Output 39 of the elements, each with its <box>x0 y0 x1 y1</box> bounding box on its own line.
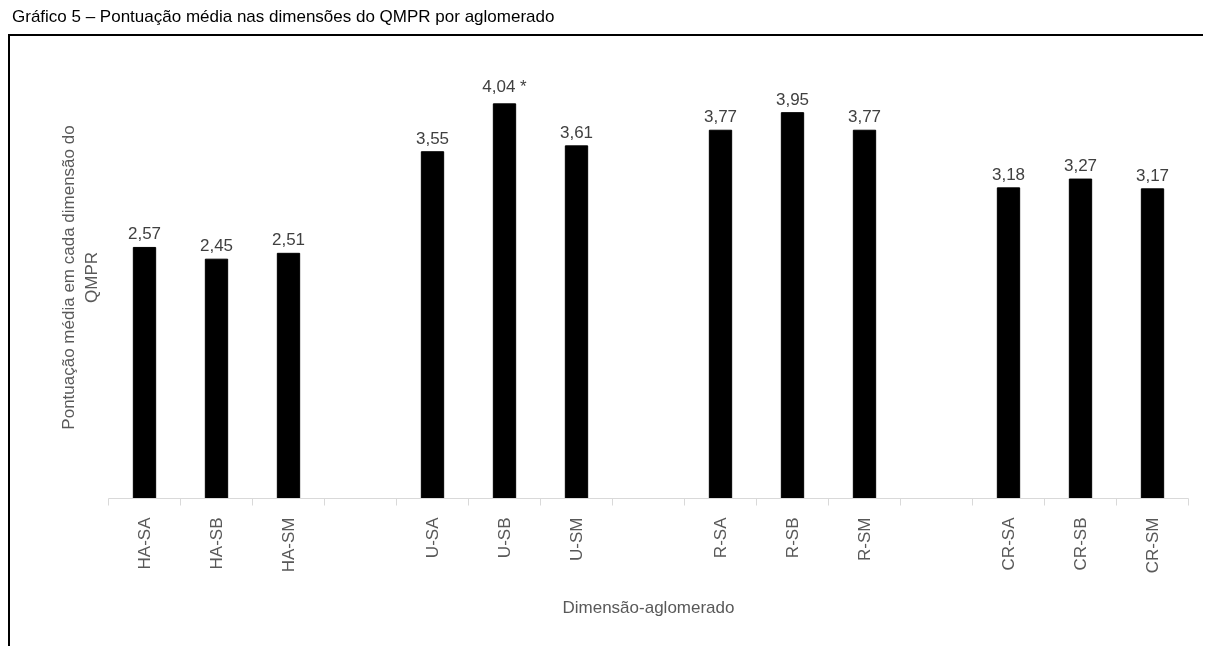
x-tick-label: HA-SA <box>135 516 154 570</box>
x-tick-label: R-SB <box>783 517 802 559</box>
data-label: 2,51 <box>271 230 306 250</box>
bar <box>420 151 445 499</box>
data-label: 3,55 <box>415 128 450 148</box>
data-label: 4,04 * <box>482 76 528 96</box>
y-axis-title: Pontuação média em cada dimensão do QMPR <box>58 125 101 430</box>
bar <box>132 246 157 499</box>
data-label: 3,27 <box>1063 156 1098 176</box>
bar <box>780 112 805 499</box>
x-tick-label: U-SB <box>495 517 514 559</box>
data-label: 3,61 <box>559 122 594 142</box>
bar <box>996 187 1021 499</box>
x-tick-label: R-SA <box>711 516 730 559</box>
bar <box>564 145 589 499</box>
x-tick-label: R-SM <box>855 517 874 561</box>
bar <box>1140 188 1165 499</box>
x-tick-label: U-SM <box>567 517 586 561</box>
data-label: 3,18 <box>991 164 1026 184</box>
chart-title: Gráfico 5 – Pontuação média nas dimensões do QMPR por aglomerado <box>12 6 555 28</box>
bar <box>852 129 877 499</box>
data-label: 2,45 <box>199 236 234 256</box>
bar <box>708 129 733 499</box>
bar <box>1068 178 1093 499</box>
data-label: 3,77 <box>847 107 882 127</box>
x-tick-label: U-SA <box>423 516 442 559</box>
x-tick-label: CR-SA <box>999 516 1018 571</box>
data-label: 3,17 <box>1135 165 1170 185</box>
x-tick-label: CR-SB <box>1071 517 1090 571</box>
bar <box>276 252 301 499</box>
x-tick-label: HA-SB <box>207 517 226 570</box>
data-label: 3,95 <box>775 89 810 109</box>
x-tick-label: CR-SM <box>1143 517 1162 574</box>
x-tick-label: HA-SM <box>279 517 298 573</box>
data-label: 3,77 <box>703 107 738 127</box>
x-axis-title: Dimensão-aglomerado <box>562 598 735 618</box>
data-label: 2,57 <box>127 224 162 244</box>
bar <box>492 103 517 499</box>
bar <box>204 258 229 499</box>
